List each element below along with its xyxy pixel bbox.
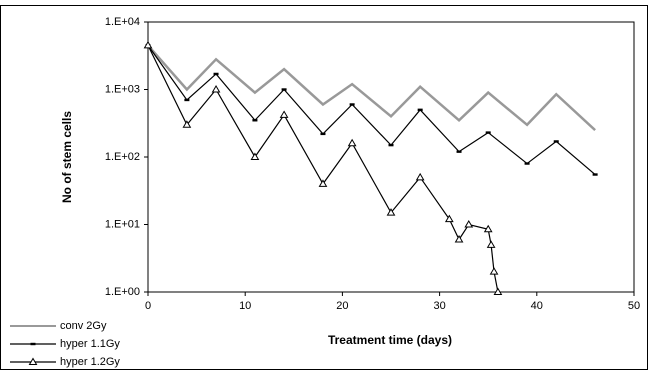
marker xyxy=(483,224,493,233)
legend-label: hyper 1.2Gy xyxy=(60,356,120,368)
marker xyxy=(182,120,192,128)
marker xyxy=(592,173,598,176)
legend-marker xyxy=(30,342,36,346)
marker xyxy=(184,98,190,102)
marker xyxy=(493,287,503,295)
chart-border xyxy=(0,5,648,370)
x-tick-label: 40 xyxy=(531,300,543,312)
marker xyxy=(489,267,499,275)
marker xyxy=(415,172,425,181)
marker xyxy=(485,131,491,134)
x-tick-label: 50 xyxy=(628,300,640,312)
marker xyxy=(318,179,328,187)
marker xyxy=(388,143,394,147)
marker xyxy=(464,220,474,228)
x-tick-label: 0 xyxy=(145,300,151,312)
y-tick-label: 1.E+02 xyxy=(105,151,140,163)
marker xyxy=(417,108,423,112)
marker xyxy=(213,72,219,76)
x-axis-title: Treatment time (days) xyxy=(328,333,452,347)
marker xyxy=(553,140,559,143)
series-line xyxy=(147,44,596,132)
marker xyxy=(320,132,326,136)
y-tick-label: 1.E+04 xyxy=(105,16,140,28)
y-axis-title: No of stem cells xyxy=(60,111,74,203)
marker xyxy=(250,152,260,160)
x-tick-label: 10 xyxy=(239,300,251,312)
marker xyxy=(347,138,357,147)
marker xyxy=(444,214,454,223)
marker xyxy=(211,85,221,93)
marker xyxy=(386,208,396,216)
y-tick-label: 1.E+03 xyxy=(105,83,140,95)
y-tick-label: 1.E+00 xyxy=(105,286,140,298)
marker xyxy=(524,162,530,165)
x-tick-label: 30 xyxy=(433,300,445,312)
marker xyxy=(454,234,464,243)
marker xyxy=(279,110,289,118)
legend-marker xyxy=(28,357,38,365)
marker xyxy=(281,88,287,91)
legend-label: conv 2Gy xyxy=(60,320,107,332)
series-line xyxy=(147,45,596,175)
marker xyxy=(456,150,462,153)
y-tick-label: 1.E+01 xyxy=(105,218,140,230)
marker xyxy=(486,240,496,248)
x-tick-label: 20 xyxy=(336,300,348,312)
marker xyxy=(252,119,258,122)
legend-label: hyper 1.1Gy xyxy=(60,338,120,350)
series-line xyxy=(147,45,499,293)
marker xyxy=(143,40,153,49)
marker xyxy=(349,103,355,106)
